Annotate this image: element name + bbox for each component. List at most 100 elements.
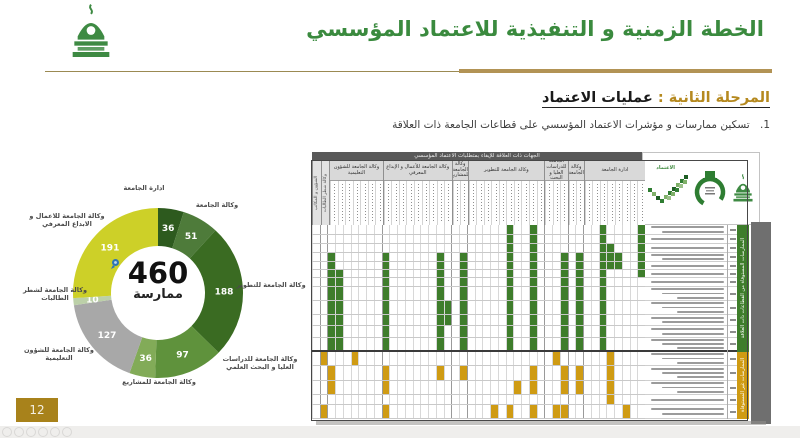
control-icon[interactable] bbox=[14, 427, 24, 437]
segment-value: 127 bbox=[98, 331, 117, 341]
matrix-cell bbox=[459, 287, 467, 300]
matrix-cell bbox=[459, 315, 467, 325]
matrix-cell bbox=[389, 235, 397, 243]
control-icon[interactable] bbox=[38, 427, 48, 437]
matrix-cell bbox=[327, 244, 335, 252]
practice-code bbox=[728, 235, 737, 244]
column-group: وكالة الجامعة للمشاريع bbox=[451, 161, 468, 225]
matrix-cell bbox=[474, 338, 483, 350]
matrix-cell bbox=[559, 235, 568, 243]
column-group-label: وكالة الجامعة للدراسات العليا و البحث ال… bbox=[545, 161, 568, 181]
matrix-cell bbox=[358, 315, 366, 325]
matrix-cell bbox=[606, 395, 614, 404]
matrix-cell bbox=[459, 366, 467, 380]
matrix-cell bbox=[350, 287, 359, 300]
matrix-cell bbox=[552, 338, 560, 350]
matrix-cell bbox=[373, 352, 382, 365]
sub-column-header bbox=[491, 181, 499, 225]
matrix-cell bbox=[606, 235, 614, 243]
matrix-cell bbox=[428, 270, 436, 277]
sub-column-header bbox=[367, 181, 376, 225]
matrix-cell bbox=[466, 381, 475, 394]
matrix-cell bbox=[350, 366, 359, 380]
matrix-cell bbox=[637, 253, 645, 261]
matrix-cell bbox=[505, 262, 514, 269]
matrix-cell bbox=[536, 405, 545, 418]
matrix-cell bbox=[590, 395, 599, 404]
matrix-cell bbox=[373, 315, 382, 325]
matrix-cell bbox=[606, 244, 614, 252]
matrix-row bbox=[311, 315, 645, 326]
matrix-cell bbox=[327, 225, 335, 234]
sub-column-header bbox=[352, 181, 361, 225]
matrix-cell bbox=[575, 405, 583, 418]
matrix-cell bbox=[389, 352, 397, 365]
matrix-cell bbox=[420, 270, 428, 277]
matrix-cell bbox=[358, 366, 366, 380]
matrix-cell bbox=[552, 315, 560, 325]
matrix-cell bbox=[590, 352, 599, 365]
matrix-cell bbox=[466, 278, 475, 286]
matrix-cell bbox=[629, 352, 638, 365]
matrix-cell bbox=[420, 315, 428, 325]
matrix-cell bbox=[366, 395, 374, 404]
matrix-cell bbox=[451, 366, 459, 380]
matrix-cell bbox=[536, 253, 545, 261]
matrix-cell bbox=[342, 405, 351, 418]
matrix-cell bbox=[474, 301, 483, 314]
segment-label: وكالة الجامعة للتطوير bbox=[236, 280, 306, 289]
matrix-cell bbox=[629, 381, 638, 394]
matrix-cell bbox=[521, 235, 529, 243]
matrix-cell bbox=[621, 287, 630, 300]
matrix-cell bbox=[412, 262, 421, 269]
matrix-row bbox=[311, 253, 645, 262]
matrix-cell bbox=[629, 326, 638, 337]
matrix-cell bbox=[505, 366, 514, 380]
matrix-cell bbox=[327, 405, 335, 418]
page-title: الخطة الزمنية و التنفيذية للاعتماد المؤس… bbox=[306, 17, 764, 41]
matrix-cell bbox=[497, 235, 506, 243]
matrix-cell bbox=[629, 287, 638, 300]
sub-column-header bbox=[528, 181, 537, 225]
matrix-cell bbox=[412, 381, 421, 394]
control-icon[interactable] bbox=[2, 427, 12, 437]
matrix-cell bbox=[319, 315, 328, 325]
matrix-cell bbox=[490, 381, 498, 394]
control-icon[interactable] bbox=[26, 427, 36, 437]
matrix-cell bbox=[637, 381, 645, 394]
matrix-cell bbox=[327, 338, 335, 350]
table-shadow-right bbox=[751, 222, 771, 424]
matrix-cell bbox=[583, 253, 591, 261]
sub-columns bbox=[584, 181, 645, 225]
matrix-cell bbox=[404, 262, 413, 269]
practice-code bbox=[728, 253, 737, 262]
matrix-cell bbox=[319, 287, 328, 300]
matrix-cell bbox=[404, 395, 413, 404]
matrix-cell bbox=[373, 381, 382, 394]
matrix-cell bbox=[606, 301, 614, 314]
matrix-cell bbox=[459, 253, 467, 261]
matrix-cell bbox=[350, 405, 359, 418]
matrix-cell bbox=[428, 395, 436, 404]
matrix-cell bbox=[404, 338, 413, 350]
matrix-cell bbox=[373, 278, 382, 286]
sub-column-header bbox=[483, 181, 492, 225]
matrix-cell bbox=[521, 366, 529, 380]
practice-label bbox=[645, 405, 727, 419]
practice-label bbox=[645, 270, 727, 278]
matrix-cell bbox=[521, 253, 529, 261]
matrix-cell bbox=[350, 262, 359, 269]
matrix-cell bbox=[335, 235, 343, 243]
matrix-cell bbox=[528, 225, 537, 234]
matrix-cell bbox=[311, 262, 320, 269]
matrix-cell bbox=[459, 405, 467, 418]
matrix-cell bbox=[590, 381, 599, 394]
matrix-cell bbox=[451, 278, 459, 286]
matrix-cell bbox=[505, 315, 514, 325]
control-icon[interactable] bbox=[50, 427, 60, 437]
matrix-cell bbox=[490, 287, 498, 300]
matrix-cell bbox=[350, 395, 359, 404]
matrix-cell bbox=[435, 262, 444, 269]
control-icon[interactable] bbox=[62, 427, 72, 437]
segment-label: وكالة الجامعة للدراسات العليا و البحث ال… bbox=[222, 354, 298, 371]
